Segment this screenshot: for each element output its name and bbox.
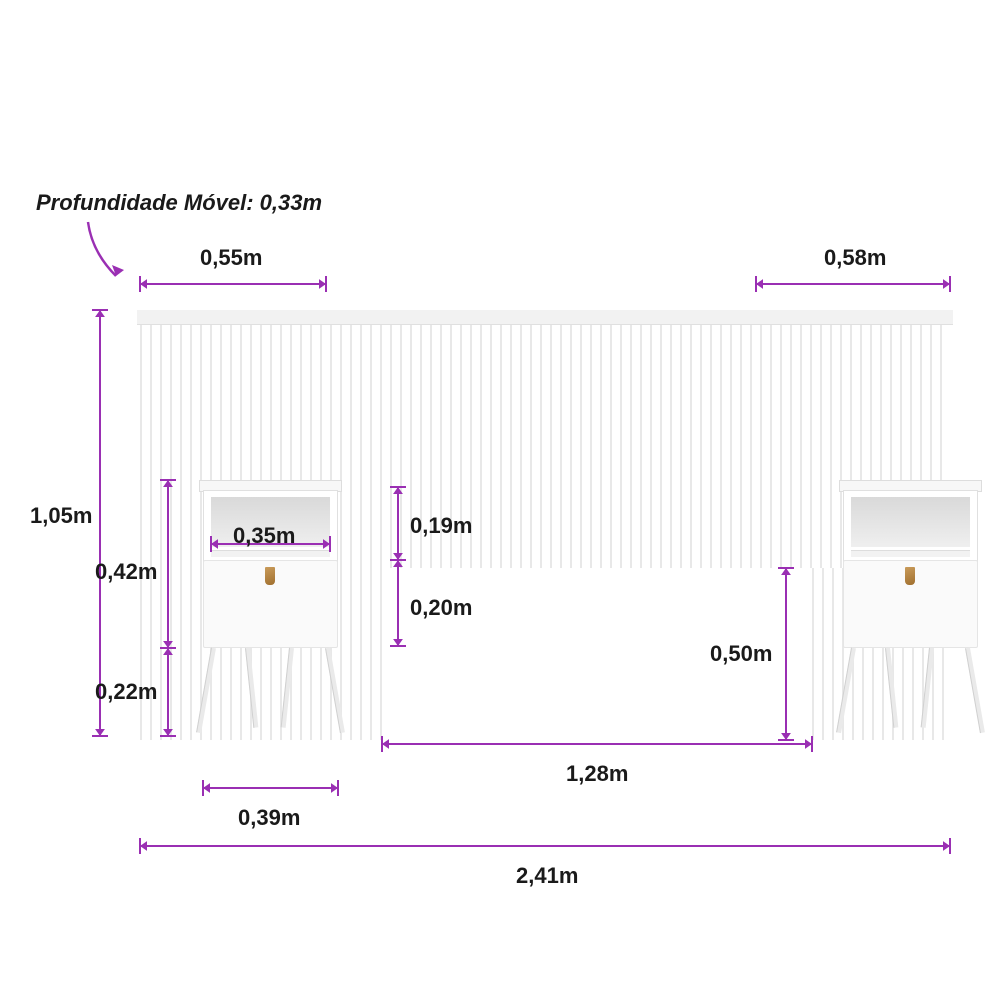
dimension-label: 2,41m xyxy=(516,863,578,889)
dimension-label: 0,19m xyxy=(410,513,472,539)
dimension-label: 1,28m xyxy=(566,761,628,787)
dimension-label: 0,35m xyxy=(233,523,295,549)
dimension-overlay xyxy=(0,0,1000,1000)
dimension-label: 0,50m xyxy=(710,641,772,667)
dimension-label: 0,20m xyxy=(410,595,472,621)
depth-note: Profundidade Móvel: 0,33m xyxy=(36,190,322,216)
dimension-label: 0,58m xyxy=(824,245,886,271)
dimension-label: 0,22m xyxy=(95,679,157,705)
dimension-label: 0,39m xyxy=(238,805,300,831)
diagram-canvas: Profundidade Móvel: 0,33m 1,05m 0,42m 0,22… xyxy=(0,0,1000,1000)
dimension-label: 1,05m xyxy=(30,503,92,529)
dimension-label: 0,42m xyxy=(95,559,157,585)
dimension-label: 0,55m xyxy=(200,245,262,271)
